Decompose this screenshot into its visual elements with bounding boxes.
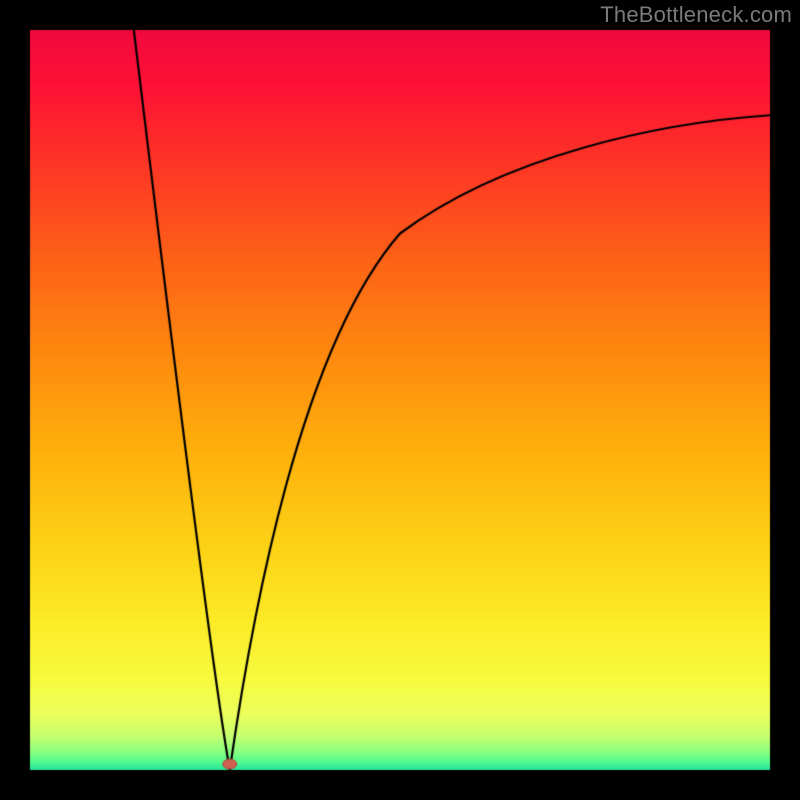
bottleneck-chart <box>0 0 800 800</box>
